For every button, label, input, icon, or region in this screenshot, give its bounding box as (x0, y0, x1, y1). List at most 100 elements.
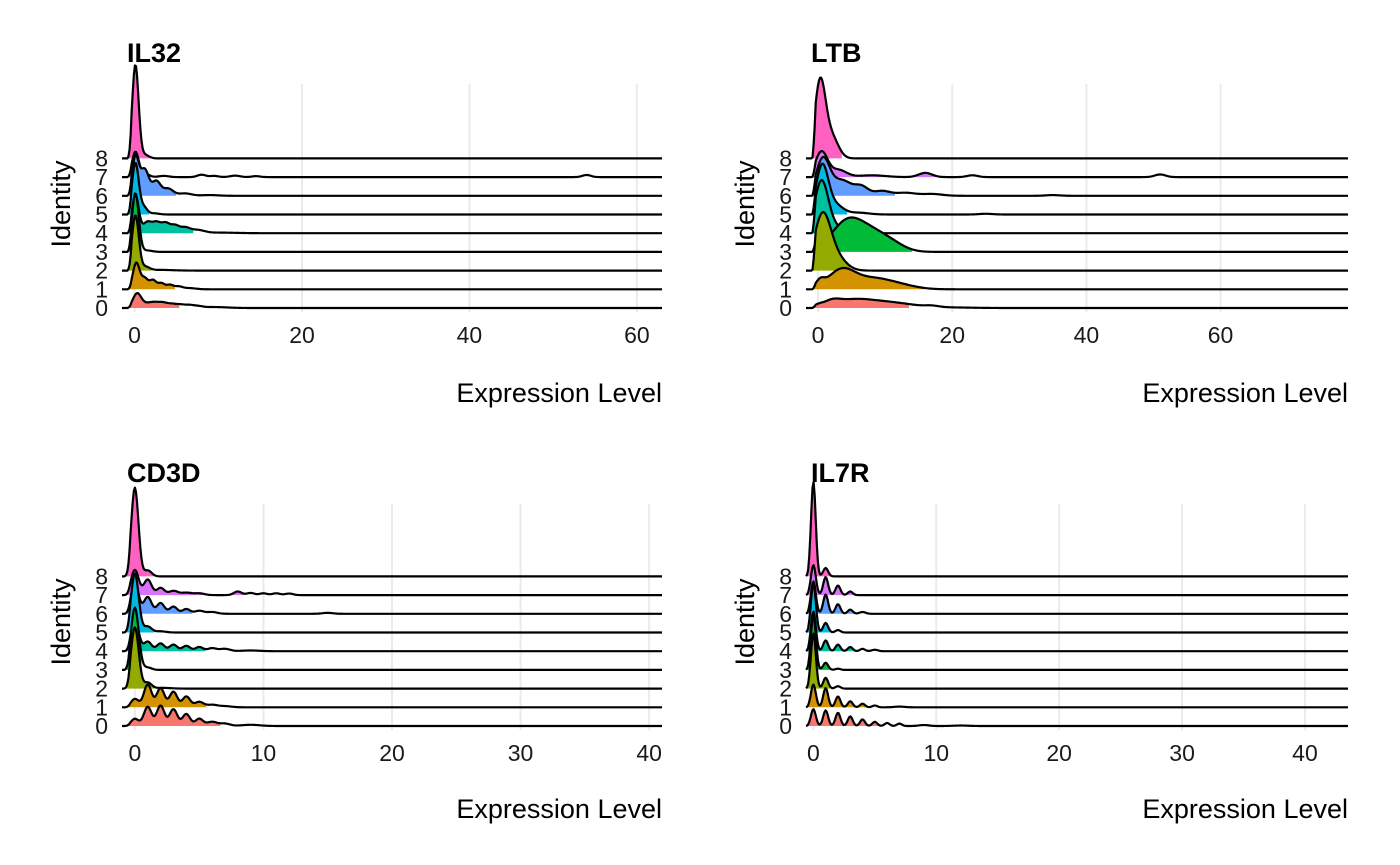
ridge-line-identity-2 (121, 626, 663, 690)
ridge-fill-identity-4 (806, 180, 848, 234)
x-tick-label: 40 (1292, 740, 1318, 766)
ridge-line-identity-2 (121, 214, 663, 272)
ridge-fill-identity-0 (806, 298, 909, 308)
y-tick-label: 1 (779, 694, 792, 720)
y-tick-label: 1 (95, 694, 108, 720)
ridge-line-identity-8 (121, 64, 663, 160)
y-tick-label: 3 (95, 657, 108, 683)
y-axis-title: Identity (730, 160, 760, 248)
y-tick-label: 1 (779, 276, 792, 302)
y-tick-label: 4 (779, 638, 792, 664)
y-tick-label: 5 (779, 202, 792, 228)
panel-title: CD3D (127, 458, 201, 488)
y-tick-label: 4 (779, 220, 792, 246)
x-tick-label: 20 (379, 740, 405, 766)
panel-title: IL32 (127, 38, 181, 68)
y-tick-label: 7 (779, 582, 792, 608)
x-tick-label: 60 (1208, 322, 1234, 348)
y-tick-label: 6 (95, 183, 108, 209)
y-tick-label: 3 (779, 657, 792, 683)
y-tick-label: 8 (779, 145, 792, 171)
ridge-line-identity-1 (805, 266, 1349, 291)
ridge-line-identity-3 (121, 192, 663, 253)
x-tick-label: 40 (457, 322, 483, 348)
y-axis-title: Identity (46, 160, 76, 248)
x-tick-label: 0 (128, 740, 141, 766)
ridge-line-identity-2 (805, 211, 1349, 272)
y-tick-label: 7 (779, 164, 792, 190)
x-tick-label: 0 (128, 322, 141, 348)
y-axis-title: Identity (46, 578, 76, 666)
y-tick-label: 2 (95, 676, 108, 702)
ridge-line-identity-5 (805, 162, 1349, 216)
ridge-line-identity-6 (805, 155, 1349, 197)
ridge-line-identity-1 (805, 683, 1349, 709)
y-tick-label: 5 (779, 620, 792, 646)
ridge-line-identity-6 (805, 580, 1349, 615)
y-tick-label: 1 (95, 276, 108, 302)
ridge-line-identity-7 (805, 150, 1349, 179)
ridge-line-identity-3 (805, 216, 1349, 253)
ridge-line-identity-5 (121, 162, 663, 216)
x-tick-label: 30 (1169, 740, 1195, 766)
ridge-line-identity-1 (121, 683, 663, 709)
ridge-line-identity-2 (805, 632, 1349, 690)
y-tick-label: 5 (95, 202, 108, 228)
ridge-line-identity-5 (121, 572, 663, 634)
ridge-line-identity-6 (121, 153, 663, 197)
ridge-fill-identity-1 (806, 267, 925, 290)
x-tick-label: 20 (1046, 740, 1072, 766)
y-tick-label: 3 (779, 239, 792, 265)
x-tick-label: 0 (812, 322, 825, 348)
y-tick-label: 8 (95, 145, 108, 171)
y-tick-label: 3 (95, 239, 108, 265)
x-tick-label: 10 (923, 740, 949, 766)
ridge-line-identity-8 (805, 76, 1349, 160)
x-tick-label: 10 (251, 740, 277, 766)
ridge-fill-identity-0 (122, 293, 180, 308)
ridge-fill-identity-7 (806, 151, 937, 178)
y-tick-label: 2 (95, 258, 108, 284)
ridge-fill-identity-1 (122, 262, 175, 290)
ridge-line-identity-7 (805, 564, 1349, 597)
ridge-fill-identity-2 (122, 627, 155, 689)
y-tick-label: 7 (95, 582, 108, 608)
ridge-line-identity-0 (121, 292, 663, 310)
ridge-line-identity-0 (805, 297, 1349, 310)
y-tick-label: 5 (95, 620, 108, 646)
x-axis-title: Expression Level (456, 794, 662, 824)
x-tick-label: 60 (624, 322, 650, 348)
y-tick-label: 0 (95, 713, 108, 739)
y-tick-label: 6 (779, 183, 792, 209)
y-tick-label: 2 (779, 258, 792, 284)
panel-title: LTB (811, 38, 861, 68)
ridge-line-identity-4 (805, 179, 1349, 235)
x-axis-title: Expression Level (1142, 378, 1348, 408)
ridge-line-identity-3 (805, 613, 1349, 671)
ridge-line-identity-4 (121, 193, 663, 235)
ridge-line-identity-0 (121, 704, 663, 728)
ridge-line-identity-5 (805, 582, 1349, 634)
y-tick-label: 7 (95, 164, 108, 190)
x-tick-label: 20 (939, 322, 965, 348)
y-tick-label: 4 (95, 638, 108, 664)
ridge-fill-identity-8 (122, 65, 152, 159)
x-tick-label: 20 (289, 322, 315, 348)
y-tick-label: 8 (95, 563, 108, 589)
y-tick-label: 8 (779, 563, 792, 589)
ridge-line-identity-8 (121, 486, 663, 578)
ridge-line-identity-6 (121, 582, 663, 615)
ridge-line-identity-0 (805, 708, 1349, 728)
y-tick-label: 0 (779, 713, 792, 739)
ridge-fill-identity-2 (122, 215, 153, 271)
ridge-line-identity-4 (121, 618, 663, 653)
x-tick-label: 0 (807, 740, 820, 766)
ridge-line-identity-7 (121, 150, 663, 179)
y-tick-label: 0 (779, 295, 792, 321)
ridge-line-identity-4 (805, 610, 1349, 653)
x-tick-label: 30 (508, 740, 534, 766)
